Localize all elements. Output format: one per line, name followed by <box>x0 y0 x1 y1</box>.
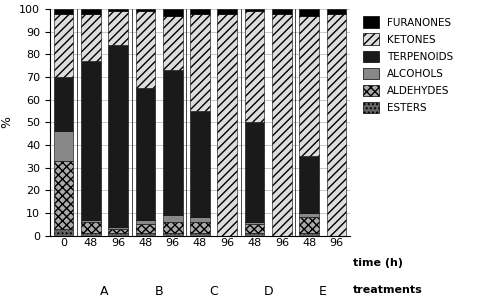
Bar <box>272 9 291 14</box>
Bar <box>244 122 264 222</box>
Text: time (h): time (h) <box>352 258 403 268</box>
Bar <box>81 61 100 220</box>
Bar <box>218 9 237 14</box>
Bar <box>136 11 156 88</box>
Bar <box>190 111 210 217</box>
Bar <box>190 14 210 111</box>
Bar <box>54 14 74 77</box>
Bar <box>136 9 156 11</box>
Text: C: C <box>210 285 218 298</box>
Text: E: E <box>319 285 326 298</box>
Bar <box>300 213 319 217</box>
Text: B: B <box>155 285 164 298</box>
Bar <box>81 14 100 61</box>
Bar <box>300 233 319 236</box>
Bar <box>108 229 128 233</box>
Bar <box>163 9 182 16</box>
Text: treatments: treatments <box>352 285 422 295</box>
Y-axis label: %: % <box>0 116 14 128</box>
Bar <box>300 16 319 156</box>
Bar <box>300 217 319 233</box>
Bar <box>54 131 74 161</box>
Bar <box>108 45 128 226</box>
Bar <box>190 9 210 14</box>
Bar <box>244 224 264 233</box>
Bar <box>163 215 182 222</box>
Bar <box>190 233 210 236</box>
Bar <box>218 14 237 236</box>
Text: D: D <box>264 285 273 298</box>
Bar <box>244 222 264 224</box>
Bar <box>163 222 182 233</box>
Bar <box>81 9 100 14</box>
Bar <box>163 233 182 236</box>
Bar <box>163 16 182 70</box>
Bar <box>300 9 319 16</box>
Bar <box>163 70 182 215</box>
Bar <box>244 9 264 11</box>
Bar <box>244 233 264 236</box>
Bar <box>81 220 100 222</box>
Bar <box>136 233 156 236</box>
Bar <box>190 222 210 233</box>
Bar <box>272 14 291 236</box>
Bar <box>54 161 74 229</box>
Text: A: A <box>100 285 109 298</box>
Bar <box>108 233 128 236</box>
Bar <box>108 11 128 45</box>
Bar <box>136 224 156 233</box>
Bar <box>54 229 74 236</box>
Bar <box>108 9 128 11</box>
Bar <box>108 226 128 229</box>
Bar <box>300 156 319 213</box>
Legend: FURANONES, KETONES, TERPENOIDS, ALCOHOLS, ALDEHYDES, ESTERS: FURANONES, KETONES, TERPENOIDS, ALCOHOLS… <box>361 14 456 115</box>
Bar <box>136 88 156 220</box>
Bar <box>81 222 100 233</box>
Bar <box>81 233 100 236</box>
Bar <box>326 14 346 236</box>
Bar <box>54 77 74 131</box>
Bar <box>326 9 346 14</box>
Bar <box>136 220 156 224</box>
Bar <box>244 11 264 122</box>
Bar <box>54 9 74 14</box>
Bar <box>190 217 210 222</box>
